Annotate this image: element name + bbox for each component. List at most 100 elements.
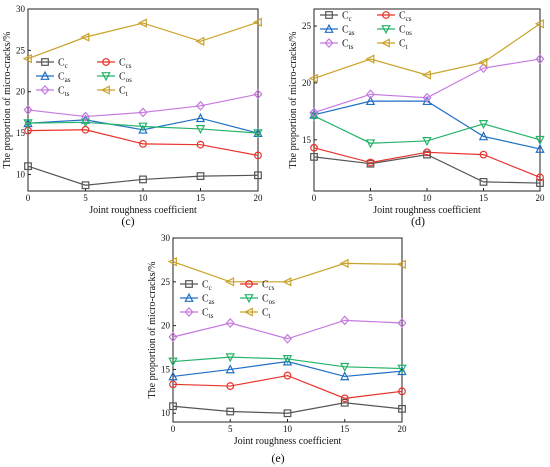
- data-point-Ct: [534, 19, 544, 29]
- data-point-Cas: [168, 371, 178, 381]
- legend-swatch-marker: [40, 70, 50, 80]
- legend-swatch-marker: [185, 280, 193, 288]
- x-tick-label: 10: [139, 193, 149, 203]
- series-line-Cas: [313, 100, 541, 150]
- data-point-Cc: [169, 402, 177, 411]
- legend-entry: Cos: [119, 72, 132, 85]
- chart-panel-d: 0 5 10 15 20 15 20 25 Joint roughness coefficien…: [288, 8, 546, 216]
- data-point-Cts: [253, 89, 263, 100]
- y-axis-label: The proportion of micro-cracks/%: [147, 262, 158, 399]
- legend-entry: Cas: [58, 72, 71, 85]
- plot-frame: [27, 8, 259, 192]
- legend-entry: Ct: [262, 308, 271, 321]
- data-point-Cts: [365, 89, 376, 100]
- data-point-Cts: [397, 317, 407, 328]
- data-point-Cos: [422, 137, 432, 147]
- data-point-Cc: [536, 179, 544, 187]
- data-point-Ct: [339, 258, 349, 269]
- data-point-Cts: [225, 317, 235, 328]
- y-tick-label: 15: [161, 364, 171, 374]
- data-point-Cc: [423, 150, 431, 159]
- legend-swatch-marker: [243, 307, 253, 317]
- legend-entry: Cas: [202, 294, 215, 307]
- y-tick-label: 15: [16, 128, 26, 138]
- data-point-Ccs: [398, 387, 406, 396]
- y-tick-label: 10: [161, 408, 171, 418]
- data-point-Cos: [340, 362, 350, 373]
- data-point-Cts: [168, 332, 178, 343]
- data-point-Cos: [397, 364, 407, 374]
- legend-entry: Cos: [262, 294, 275, 307]
- legend-swatch-marker: [244, 294, 254, 304]
- data-point-Cts: [340, 315, 350, 326]
- legend-entry: Ccs: [119, 58, 132, 71]
- data-point-Cc: [310, 152, 318, 161]
- data-point-Ccs: [226, 382, 235, 390]
- series-line-Cc: [313, 153, 541, 184]
- x-axis-label: Joint roughness coefficient: [373, 205, 481, 216]
- series-line-Ct: [172, 261, 403, 283]
- legend-swatch-marker: [41, 58, 49, 66]
- data-point-Cts: [309, 107, 319, 118]
- chart-panel-e: 0 5 10 15 20 10 15 20 25 30 Joint roughness coeffi…: [147, 233, 407, 447]
- x-tick-label: 0: [171, 424, 176, 434]
- data-point-Ct: [308, 73, 318, 84]
- data-point-Ct: [22, 53, 32, 64]
- data-point-Cc: [398, 404, 406, 413]
- data-point-Cos: [80, 118, 91, 128]
- series-line-Ct: [27, 21, 259, 60]
- x-tick-label: 15: [479, 193, 489, 203]
- x-tick-label: 20: [398, 424, 408, 434]
- series-line-Ccs: [313, 147, 541, 178]
- x-axis-label: Joint roughness coefficient: [89, 205, 197, 216]
- data-point-Cas: [397, 365, 407, 376]
- data-point-Cts: [80, 111, 91, 122]
- data-point-Ccs: [169, 380, 177, 389]
- legend-swatch-marker: [184, 307, 194, 317]
- x-tick-label: 5: [228, 424, 233, 434]
- data-point-Ct: [195, 36, 205, 46]
- data-point-Cas: [535, 143, 545, 153]
- y-tick-label: 15: [302, 135, 312, 145]
- legend-entry: Cos: [399, 25, 412, 38]
- data-point-Cc: [196, 172, 205, 181]
- data-point-Ct: [396, 259, 406, 269]
- data-point-Cts: [478, 63, 489, 74]
- x-tick-label: 0: [312, 193, 317, 203]
- data-point-Cos: [138, 122, 148, 132]
- x-tick-label: 20: [536, 193, 546, 203]
- data-point-Ccs: [366, 158, 375, 167]
- legend-swatch-marker: [102, 58, 110, 66]
- data-point-Cos: [253, 129, 263, 139]
- data-point-Cts: [138, 107, 148, 118]
- data-point-Cos: [478, 119, 489, 130]
- data-point-Cts: [195, 100, 206, 111]
- panel-label-e: (e): [271, 451, 284, 465]
- legend-entry: Cas: [342, 25, 355, 38]
- x-tick-label: 5: [368, 193, 373, 203]
- legend-entry: Cc: [58, 58, 68, 71]
- data-point-Cc: [479, 178, 488, 186]
- y-tick-label: 25: [16, 45, 26, 55]
- data-point-Cos: [195, 125, 206, 135]
- series-line-Cts: [172, 319, 403, 340]
- x-tick-label: 0: [26, 193, 31, 203]
- legend-swatch-marker: [381, 25, 391, 35]
- legend-swatch-marker: [40, 85, 50, 95]
- legend-swatch-marker: [100, 85, 110, 95]
- data-point-Cas: [422, 95, 432, 106]
- data-point-Cc: [254, 171, 262, 180]
- series-line-Cts: [27, 93, 259, 118]
- series-line-Ct: [313, 23, 541, 79]
- legend-entry: Ccs: [399, 11, 412, 24]
- series-line-Cos: [172, 356, 403, 370]
- series-line-Ccs: [27, 129, 259, 157]
- legend-entry: Cc: [202, 280, 212, 293]
- data-point-Ct: [80, 32, 90, 42]
- data-point-Cts: [422, 92, 432, 103]
- data-point-Ccs: [310, 143, 318, 152]
- data-point-Cas: [195, 112, 206, 123]
- y-tick-label: 30: [161, 233, 171, 243]
- y-tick-label: 30: [16, 4, 26, 14]
- x-tick-label: 10: [423, 193, 433, 203]
